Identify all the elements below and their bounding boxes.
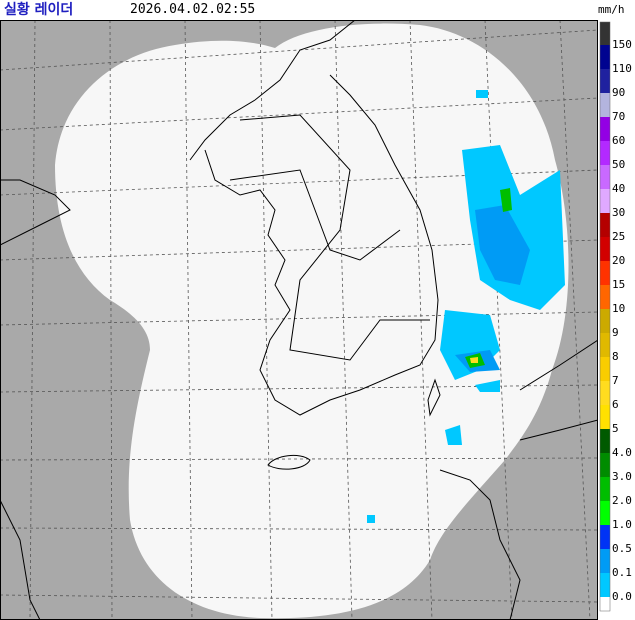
legend-swatch <box>600 429 610 453</box>
legend-label: 150 <box>612 38 632 51</box>
legend-frame <box>599 21 611 612</box>
legend-label: 0.0 <box>612 590 632 603</box>
echo <box>475 205 530 285</box>
legend-label: 1.0 <box>612 518 632 531</box>
radar-map <box>0 20 598 620</box>
legend-label: 3.0 <box>612 470 632 483</box>
legend-swatch <box>600 501 610 525</box>
legend-label: 4.0 <box>612 446 632 459</box>
legend-swatch <box>600 189 610 213</box>
legend-swatch <box>600 597 610 611</box>
echo <box>500 188 512 212</box>
legend-swatch <box>600 453 610 477</box>
legend-swatch <box>600 165 610 189</box>
precipitation-echoes <box>367 90 565 523</box>
legend-swatch <box>600 261 610 285</box>
legend-label: 30 <box>612 206 625 219</box>
legend-label: 20 <box>612 254 625 267</box>
legend-swatch <box>600 285 610 309</box>
legend-swatch <box>600 309 610 333</box>
page-title: 실황 레이더 <box>4 2 74 18</box>
legend-swatch <box>600 333 610 357</box>
legend-swatch <box>600 405 610 429</box>
legend-swatch <box>600 381 610 405</box>
legend-swatch <box>600 213 610 237</box>
legend-swatch <box>600 69 610 93</box>
legend-swatch <box>600 477 610 501</box>
legend-label: 8 <box>612 350 619 363</box>
legend-swatch <box>600 237 610 261</box>
legend-label: 110 <box>612 62 632 75</box>
echo <box>367 515 375 523</box>
unit-label: mm/h <box>598 3 625 16</box>
timestamp: 2026.04.02.02:55 <box>130 2 256 17</box>
legend-label: 5 <box>612 422 619 435</box>
legend-label: 15 <box>612 278 625 291</box>
echo <box>476 90 488 98</box>
legend-label: 25 <box>612 230 625 243</box>
legend-label: 2.0 <box>612 494 632 507</box>
radar-coverage <box>55 23 569 619</box>
legend-label: 60 <box>612 134 625 147</box>
legend-label: 70 <box>612 110 625 123</box>
legend-label: 0.5 <box>612 542 632 555</box>
echo <box>475 380 500 392</box>
legend-swatch <box>600 22 610 45</box>
legend-label: 0.1 <box>612 566 632 579</box>
legend-label: 90 <box>612 86 625 99</box>
legend: 150 110 90 70 60 50 40 30 25 20 15 10 9 8 7 6 5 4.0 3.0 2.0… <box>599 21 632 612</box>
legend-label: 10 <box>612 302 625 315</box>
legend-swatch <box>600 45 610 69</box>
coastlines <box>0 20 598 620</box>
legend-swatch <box>600 525 610 549</box>
legend-label: 40 <box>612 182 625 195</box>
legend-label: 6 <box>612 398 619 411</box>
legend-label: 9 <box>612 326 619 339</box>
echo <box>445 425 462 445</box>
legend-swatch <box>600 117 610 141</box>
legend-swatch <box>600 141 610 165</box>
legend-swatch <box>600 549 610 573</box>
legend-swatch <box>600 573 610 597</box>
legend-label: 7 <box>612 374 619 387</box>
legend-swatch <box>600 93 610 117</box>
legend-label: 50 <box>612 158 625 171</box>
legend-swatch <box>600 357 610 381</box>
echo <box>470 357 478 363</box>
